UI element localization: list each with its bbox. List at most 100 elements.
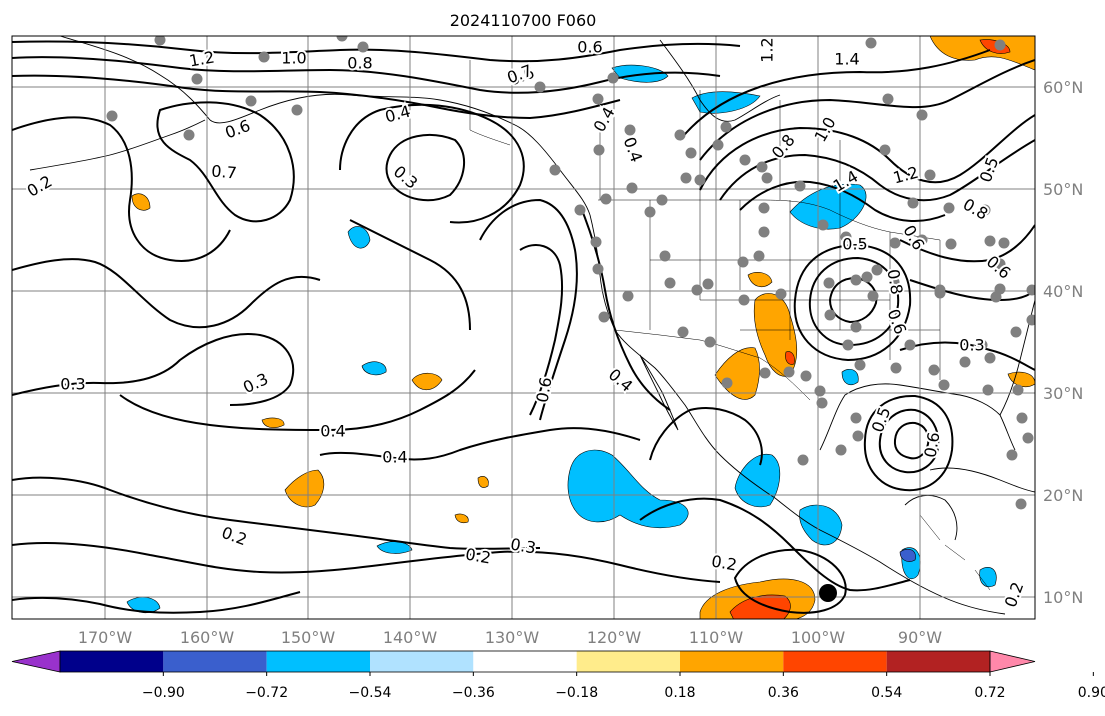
contour-label: 0.4 <box>320 422 345 441</box>
colorbar-segment <box>576 651 680 672</box>
latitude-label: 60°N <box>1043 78 1083 97</box>
contour-jet-1 <box>699 114 1035 191</box>
station-dot <box>928 364 940 376</box>
contour-east-1 <box>899 224 1035 263</box>
station-dot <box>882 93 894 105</box>
station-dot <box>945 238 957 250</box>
coastline-gulf-of-mexico <box>819 383 1016 451</box>
station-dot <box>850 321 862 333</box>
station-dot <box>183 129 195 141</box>
contour-lines <box>12 40 1035 614</box>
station-dot <box>976 339 988 351</box>
station-dot <box>797 454 809 466</box>
station-dot <box>753 250 765 262</box>
map-title: 2024110700 F060 <box>450 11 597 30</box>
contour-label: 0.8 <box>347 54 372 73</box>
station-dot <box>592 93 604 105</box>
contour-label: 0.5 <box>842 235 867 254</box>
contour-label: 1.2 <box>758 37 777 62</box>
longitude-label: 170°W <box>78 628 133 647</box>
contour-label: 1.4 <box>834 50 859 69</box>
colorbar-segment <box>266 651 370 672</box>
contour-gulf-low-1 <box>878 408 940 474</box>
contour-mid-pacific-1 <box>339 103 525 224</box>
longitude-label: 160°W <box>180 628 235 647</box>
station-dot <box>879 144 891 156</box>
station-dot <box>756 161 768 173</box>
colorbar-tick-label: 0.54 <box>871 685 902 701</box>
station-dot <box>1010 326 1022 338</box>
station-dot <box>994 283 1006 295</box>
station-dot <box>904 339 916 351</box>
shade-orange-arizona <box>747 272 773 288</box>
station-dot <box>850 274 862 286</box>
station-dot <box>691 284 703 296</box>
station-dot <box>739 154 751 166</box>
shade-orange-pacific-3 <box>477 476 489 488</box>
station-dot <box>677 326 689 338</box>
contour-label: 0.6 <box>577 38 602 57</box>
station-dot <box>154 36 166 46</box>
contour-alaska-loop <box>156 101 295 223</box>
station-dot <box>916 109 928 121</box>
contour-label: 0.4 <box>382 448 407 467</box>
station-dot <box>982 384 994 396</box>
coastline-baja <box>639 354 679 431</box>
contour-jet-3 <box>739 180 946 222</box>
contour-central-us-low-2 <box>793 243 912 362</box>
station-dot <box>775 288 787 300</box>
station-dot <box>534 81 546 93</box>
station-dot <box>291 104 303 116</box>
station-dot <box>924 169 936 181</box>
station-dot <box>871 264 883 276</box>
station-dot <box>1006 449 1018 461</box>
contour-jet-2 <box>719 139 1035 202</box>
colorbar-tick-label: 0.36 <box>768 685 799 701</box>
contour-label: 0.3 <box>959 336 984 355</box>
colorbar-frame <box>59 650 991 673</box>
shade-blue-central-america <box>799 504 843 546</box>
station-dot <box>816 397 828 409</box>
map-frame <box>11 35 1036 620</box>
colorbar-segment <box>783 651 887 672</box>
station-dot <box>590 236 602 248</box>
station-dot <box>626 182 638 194</box>
borders-central-america <box>919 514 991 591</box>
contour-gulf-low-2 <box>893 421 930 460</box>
station-dot <box>854 359 866 371</box>
station-dot <box>1026 284 1035 296</box>
shade-blue-gulf <box>841 369 859 385</box>
station-dot <box>336 36 348 42</box>
station-dot <box>823 277 835 289</box>
colorbar-segment <box>473 651 577 672</box>
contour-0-2-bottom <box>12 591 301 614</box>
contour-east-pacific-loop <box>639 497 911 592</box>
station-dot <box>842 339 854 351</box>
station-dot <box>1016 412 1028 424</box>
longitude-label: 130°W <box>485 628 540 647</box>
station-dot <box>738 294 750 306</box>
contour-0-4-pacific-b <box>319 427 641 461</box>
contour-west-pacific-2 <box>12 258 321 329</box>
shaded-regions <box>126 36 1035 619</box>
colorbar-tick-label: 0.72 <box>974 685 1005 701</box>
contour-east-3 <box>899 341 1035 371</box>
borders-canada-provinces <box>599 90 841 210</box>
station-dot <box>916 234 928 246</box>
colorbar-tick-label: −0.36 <box>452 685 495 701</box>
station-dot <box>984 235 996 247</box>
station-markers <box>106 36 1035 510</box>
station-dot <box>861 271 873 283</box>
shade-orange-hawaii <box>284 469 325 508</box>
station-dot <box>680 172 692 184</box>
colorbar-extend-low <box>11 650 61 673</box>
contour-jet-5 <box>679 49 991 141</box>
colorbar-segment <box>680 651 784 672</box>
station-dot <box>850 412 862 424</box>
contour-label: 0.3 <box>60 375 85 394</box>
station-dot <box>800 370 812 382</box>
coastline-cuba <box>929 467 1035 493</box>
station-dot <box>737 256 749 268</box>
longitude-label: 110°W <box>689 628 744 647</box>
station-dot <box>258 51 270 63</box>
